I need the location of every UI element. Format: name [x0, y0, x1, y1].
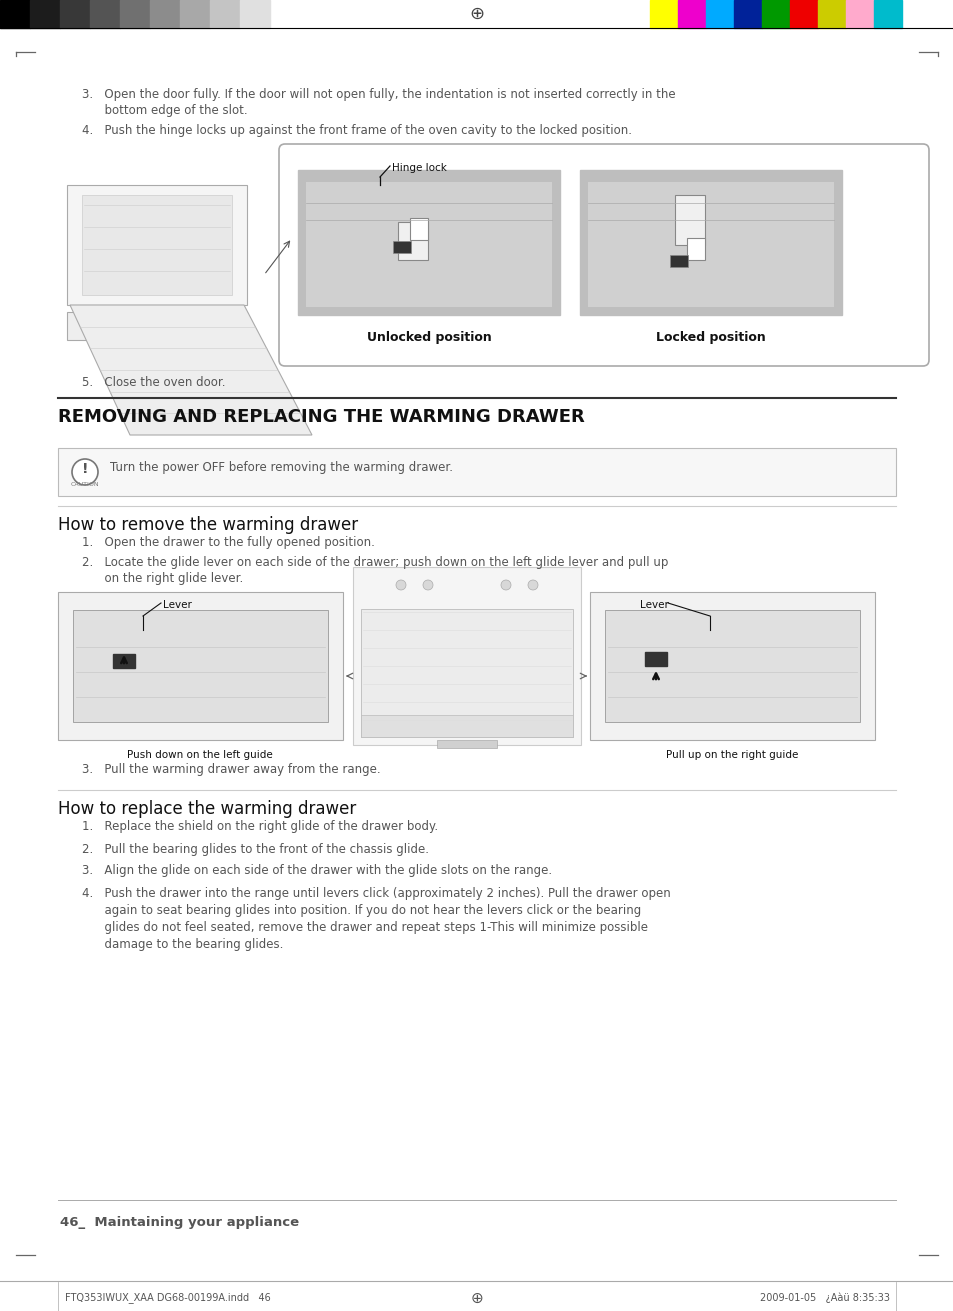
- Bar: [120, 0, 150, 28]
- Text: Lever: Lever: [163, 600, 192, 610]
- Text: 3.   Open the door fully. If the door will not open fully, the indentation is no: 3. Open the door fully. If the door will…: [82, 88, 675, 101]
- Text: How to remove the warming drawer: How to remove the warming drawer: [58, 517, 357, 534]
- Text: 2.   Pull the bearing glides to the front of the chassis glide.: 2. Pull the bearing glides to the front …: [82, 843, 429, 856]
- Text: 2.   Locate the glide lever on each side of the drawer; push down on the left gl: 2. Locate the glide lever on each side o…: [82, 556, 668, 569]
- Circle shape: [527, 579, 537, 590]
- Circle shape: [500, 579, 511, 590]
- Bar: [30, 0, 60, 28]
- Circle shape: [87, 320, 97, 332]
- Bar: [112, 654, 135, 669]
- Bar: [644, 652, 666, 666]
- Bar: [669, 256, 687, 267]
- Text: How to replace the warming drawer: How to replace the warming drawer: [58, 800, 355, 818]
- Bar: [360, 714, 573, 737]
- Bar: [436, 739, 497, 749]
- Bar: [67, 185, 247, 305]
- Text: on the right glide lever.: on the right glide lever.: [82, 572, 243, 585]
- Bar: [360, 610, 573, 737]
- Circle shape: [212, 320, 222, 332]
- Bar: [604, 610, 859, 722]
- Text: ⊕: ⊕: [469, 5, 484, 24]
- Bar: [150, 0, 180, 28]
- Bar: [393, 241, 411, 253]
- Bar: [817, 0, 845, 28]
- Bar: [90, 0, 120, 28]
- Bar: [587, 182, 833, 307]
- Bar: [210, 0, 240, 28]
- Text: CAUTION: CAUTION: [71, 482, 99, 486]
- Bar: [67, 312, 247, 340]
- Circle shape: [112, 320, 122, 332]
- Text: 46_  Maintaining your appliance: 46_ Maintaining your appliance: [60, 1217, 299, 1228]
- Bar: [686, 239, 704, 260]
- Text: 4.   Push the drawer into the range until levers click (approximately 2 inches).: 4. Push the drawer into the range until …: [82, 888, 670, 899]
- Text: bottom edge of the slot.: bottom edge of the slot.: [82, 104, 248, 117]
- Text: 1.   Open the drawer to the fully opened position.: 1. Open the drawer to the fully opened p…: [82, 536, 375, 549]
- Bar: [353, 566, 580, 745]
- Text: REMOVING AND REPLACING THE WARMING DRAWER: REMOVING AND REPLACING THE WARMING DRAWE…: [58, 408, 584, 426]
- Text: !: !: [82, 461, 89, 476]
- Bar: [73, 610, 328, 722]
- Bar: [82, 195, 232, 295]
- Text: Locked position: Locked position: [656, 330, 765, 343]
- Bar: [0, 0, 30, 28]
- Bar: [410, 218, 428, 240]
- Text: Pull up on the right guide: Pull up on the right guide: [665, 750, 798, 760]
- Text: 5.   Close the oven door.: 5. Close the oven door.: [82, 376, 225, 389]
- Bar: [589, 593, 874, 739]
- Bar: [306, 182, 552, 307]
- Circle shape: [71, 459, 98, 485]
- Bar: [58, 593, 343, 739]
- Bar: [733, 0, 761, 28]
- Text: damage to the bearing glides.: damage to the bearing glides.: [82, 937, 283, 950]
- Circle shape: [395, 579, 406, 590]
- Text: Unlocked position: Unlocked position: [366, 330, 491, 343]
- FancyBboxPatch shape: [278, 144, 928, 366]
- Text: Turn the power OFF before removing the warming drawer.: Turn the power OFF before removing the w…: [110, 461, 453, 475]
- Polygon shape: [70, 305, 312, 435]
- Bar: [705, 0, 733, 28]
- Bar: [58, 448, 895, 496]
- Text: again to seat bearing glides into position. If you do not hear the levers click : again to seat bearing glides into positi…: [82, 905, 640, 916]
- Text: FTQ353IWUX_XAA DG68-00199A.indd   46: FTQ353IWUX_XAA DG68-00199A.indd 46: [65, 1293, 271, 1303]
- Circle shape: [422, 579, 433, 590]
- Bar: [761, 0, 789, 28]
- Text: Lever: Lever: [639, 600, 668, 610]
- Text: Push down on the left guide: Push down on the left guide: [127, 750, 273, 760]
- Bar: [0, 1282, 953, 1311]
- Text: 3.   Align the glide on each side of the drawer with the glide slots on the rang: 3. Align the glide on each side of the d…: [82, 864, 552, 877]
- Bar: [180, 0, 210, 28]
- Text: Hinge lock: Hinge lock: [392, 163, 446, 173]
- Circle shape: [186, 320, 197, 332]
- Bar: [240, 0, 270, 28]
- Text: 1.   Replace the shield on the right glide of the drawer body.: 1. Replace the shield on the right glide…: [82, 819, 437, 832]
- Bar: [649, 0, 678, 28]
- Bar: [297, 170, 559, 315]
- Text: glides do not feel seated, remove the drawer and repeat steps 1-This will minimi: glides do not feel seated, remove the dr…: [82, 922, 647, 933]
- Text: 3.   Pull the warming drawer away from the range.: 3. Pull the warming drawer away from the…: [82, 763, 380, 776]
- Bar: [60, 0, 90, 28]
- Bar: [845, 0, 873, 28]
- Text: ⊕: ⊕: [470, 1290, 483, 1306]
- Bar: [579, 170, 841, 315]
- Text: 2009-01-05   ¿Aàü 8:35:33: 2009-01-05 ¿Aàü 8:35:33: [760, 1293, 889, 1303]
- Bar: [678, 0, 705, 28]
- Bar: [675, 195, 704, 245]
- Bar: [873, 0, 901, 28]
- Bar: [397, 222, 428, 260]
- Bar: [789, 0, 817, 28]
- Text: 4.   Push the hinge locks up against the front frame of the oven cavity to the l: 4. Push the hinge locks up against the f…: [82, 125, 631, 138]
